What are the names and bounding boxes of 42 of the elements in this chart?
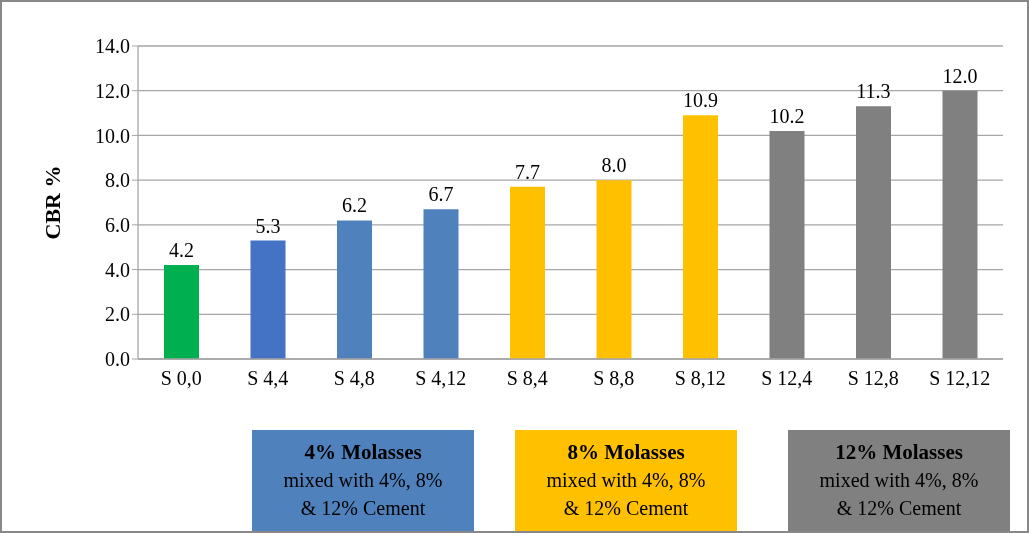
- y-axis-title: CBR %: [39, 165, 65, 240]
- x-tick-label: S 8,4: [506, 367, 548, 390]
- bar: [856, 106, 891, 359]
- x-tick-label: S 12,12: [929, 367, 991, 390]
- text: 4% Molasses mixed with 4%, 8% & 12% Cement: [282, 439, 444, 521]
- bar: [510, 186, 545, 359]
- x-tick-label: S 8,8: [593, 367, 635, 390]
- y-tick-label: 10.0: [95, 124, 130, 147]
- data-label: 11.3: [856, 80, 891, 103]
- x-tick-label: S 4,12: [415, 367, 467, 390]
- y-tick-label: 12.0: [95, 79, 130, 102]
- bar: [250, 240, 286, 359]
- data-label: 5.3: [255, 214, 281, 237]
- x-tick-label: S 8,12: [674, 367, 726, 390]
- y-tick-label: 8.0: [105, 169, 130, 192]
- bar: [596, 180, 632, 359]
- data-label: 10.2: [769, 104, 805, 127]
- bar: [164, 265, 199, 359]
- x-tick-label: S 12,4: [761, 367, 813, 390]
- data-label: 6.7: [428, 183, 454, 206]
- bar: [683, 115, 718, 359]
- data-label: 12.0: [942, 64, 978, 87]
- x-tick-label: S 0,0: [160, 367, 202, 390]
- y-tick-label: 0.0: [105, 348, 130, 371]
- y-tick-label: 6.0: [105, 213, 130, 236]
- y-tick-label: 2.0: [105, 303, 130, 326]
- text: 12% Molasses mixed with 4%, 8% & 12% Cement: [818, 439, 980, 521]
- x-tick-label: S 12,8: [847, 367, 899, 390]
- data-label: 6.2: [342, 194, 367, 217]
- data-label: 7.7: [515, 160, 540, 183]
- bar: [769, 130, 805, 359]
- data-label: 10.9: [683, 89, 718, 112]
- bar: [337, 220, 372, 359]
- x-tick-label: S 4,8: [333, 367, 375, 390]
- bar: [423, 209, 459, 359]
- y-tick-label: 4.0: [105, 258, 130, 281]
- data-label: 4.2: [169, 239, 194, 262]
- data-label: 8.0: [601, 154, 627, 177]
- x-tick-label: S 4,4: [247, 367, 289, 390]
- y-tick-label: 14.0: [95, 35, 130, 58]
- bar: [942, 90, 978, 359]
- text: 8% Molasses mixed with 4%, 8% & 12% Cement: [545, 439, 707, 521]
